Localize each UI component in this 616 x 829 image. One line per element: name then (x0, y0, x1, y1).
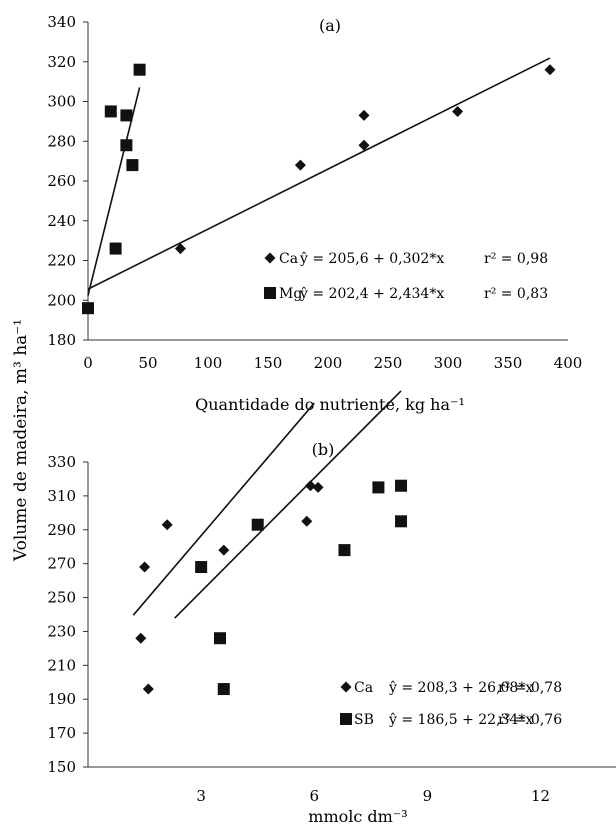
panel-a-mg-point (120, 139, 133, 152)
panel-a-mg-point (82, 302, 94, 315)
panel-a-ca-legend-equation: ŷ = 205,6 + 0,302*x (299, 250, 444, 267)
panel-a-mg-trendline (87, 87, 141, 296)
panel-a-mg-point (104, 105, 117, 118)
panel-a-ca-point (358, 139, 370, 151)
panel-b-ca-point (142, 683, 154, 695)
panel-b: (b) mmolc dm⁻³ 150 170 190 210 230 250 270 290 3… (47, 390, 616, 826)
panel-a-x-tick-label: 100 (194, 354, 223, 372)
panel-b-ca-point (218, 544, 230, 556)
panel-b-ca-legend-name: Ca (354, 680, 373, 696)
panel-a-mg-point (120, 109, 133, 122)
panel-b-sb-legend-marker (340, 713, 352, 725)
panel-b-ca-point (135, 632, 147, 644)
panel-a-y-tick-label: 240 (47, 212, 76, 230)
panel-a-x-axis-label: Quantidade do nutriente, kg ha⁻¹ (195, 395, 465, 414)
panel-b-y-tick-label: 170 (47, 724, 76, 742)
panel-a-y-tick-label: 220 (47, 252, 76, 270)
panel-b-x-tick-label: 3 (196, 787, 206, 805)
panel-b-sb-point (338, 544, 351, 557)
panel-a-x-tick-label: 250 (374, 354, 403, 372)
panel-b-title: (b) (312, 440, 335, 459)
panel-b-ca-legend-equation: ŷ = 208,3 + 26,08*x (388, 679, 533, 696)
panel-a: (a) Quantidade do nutriente, kg ha⁻¹ 180… (47, 13, 582, 414)
panel-a-mg-point (109, 242, 122, 255)
panel-b-sb-point (251, 518, 264, 531)
panel-a-ca-legend-r2: r² = 0,98 (484, 251, 548, 267)
panel-b-y-tick-label: 210 (47, 656, 76, 674)
panel-a-mg-legend-marker (264, 287, 276, 299)
panel-b-x-tick-label: 12 (531, 787, 550, 805)
panel-b-ca-point (161, 519, 173, 531)
panel-b-sb-legend-r2: r² = 0,76 (498, 712, 562, 728)
panel-a-ca-point (358, 109, 370, 121)
panel-b-ca-point (139, 561, 151, 573)
panel-b-sb-legend-name: SB (354, 712, 374, 728)
panel-a-x-tick-label: 0 (83, 354, 93, 372)
panel-a-x-tick-label: 400 (554, 354, 583, 372)
panel-b-sb-point (217, 683, 230, 696)
panel-b-ca-trendline (132, 402, 315, 616)
panel-a-x-tick-label: 350 (494, 354, 523, 372)
panel-b-y-tick-label: 230 (47, 622, 76, 640)
panel-a-y-tick-label: 320 (47, 53, 76, 71)
panel-a-y-tick-label: 280 (47, 132, 76, 150)
panel-b-sb-point (395, 479, 408, 492)
panel-a-ca-legend-marker (264, 252, 276, 264)
panel-b-sb-point (395, 515, 408, 528)
panel-b-x-tick-label: 6 (310, 787, 320, 805)
panel-a-ca-point (544, 64, 556, 76)
panel-a-y-tick-label: 300 (47, 93, 76, 111)
panel-b-x-axis-label: mmolc dm⁻³ (308, 807, 407, 826)
panel-b-y-tick-label: 330 (47, 453, 76, 471)
panel-a-x-tick-label: 150 (254, 354, 283, 372)
panel-a-y-tick-label: 180 (47, 331, 76, 349)
panel-a-y-tick-label: 200 (47, 291, 76, 309)
panel-a-x-tick-label: 300 (434, 354, 463, 372)
panel-b-sb-trendline (174, 390, 402, 619)
panel-b-sb-point (195, 561, 208, 574)
panel-a-ca-point (174, 243, 186, 255)
panel-b-sb-legend-equation: ŷ = 186,5 + 22,34*x (388, 711, 533, 728)
panel-b-ca-legend-r2: r² = 0,78 (498, 680, 562, 696)
panel-a-ca-point (452, 105, 464, 117)
panel-a-mg-legend-name: Mg (279, 286, 302, 302)
panel-a-mg-legend-equation: ŷ = 202,4 + 2,434*x (299, 285, 444, 302)
panel-a-x-tick-label: 50 (138, 354, 157, 372)
panel-b-y-tick-label: 290 (47, 521, 76, 539)
panel-b-ca-point (301, 515, 313, 527)
panel-b-y-tick-label: 270 (47, 555, 76, 573)
panel-b-sb-point (372, 481, 385, 494)
panel-a-x-tick-label: 200 (314, 354, 343, 372)
panel-a-mg-point (126, 159, 139, 172)
panel-a-y-tick-label: 260 (47, 172, 76, 190)
panel-a-mg-legend-r2: r² = 0,83 (484, 286, 548, 302)
panel-b-y-tick-label: 190 (47, 690, 76, 708)
shared-y-axis-label: Volume de madeira, m³ ha⁻¹ (11, 319, 31, 562)
panel-a-ca-trendline (87, 57, 551, 290)
panel-b-y-tick-label: 310 (47, 487, 76, 505)
panel-a-ca-legend-name: Ca (279, 251, 298, 267)
panel-b-x-tick-label: 9 (423, 787, 433, 805)
panel-b-y-tick-label: 150 (47, 758, 76, 776)
panel-b-ca-legend-marker (340, 681, 352, 693)
panel-a-ca-point (294, 159, 306, 171)
panel-a-y-tick-label: 340 (47, 13, 76, 31)
panel-b-sb-point (214, 632, 226, 645)
panel-b-ca-point (312, 481, 324, 493)
panel-a-title: (a) (319, 16, 341, 35)
panel-a-mg-point (133, 63, 146, 76)
panel-b-ca-point (305, 480, 317, 492)
panel-b-y-tick-label: 250 (47, 589, 76, 607)
